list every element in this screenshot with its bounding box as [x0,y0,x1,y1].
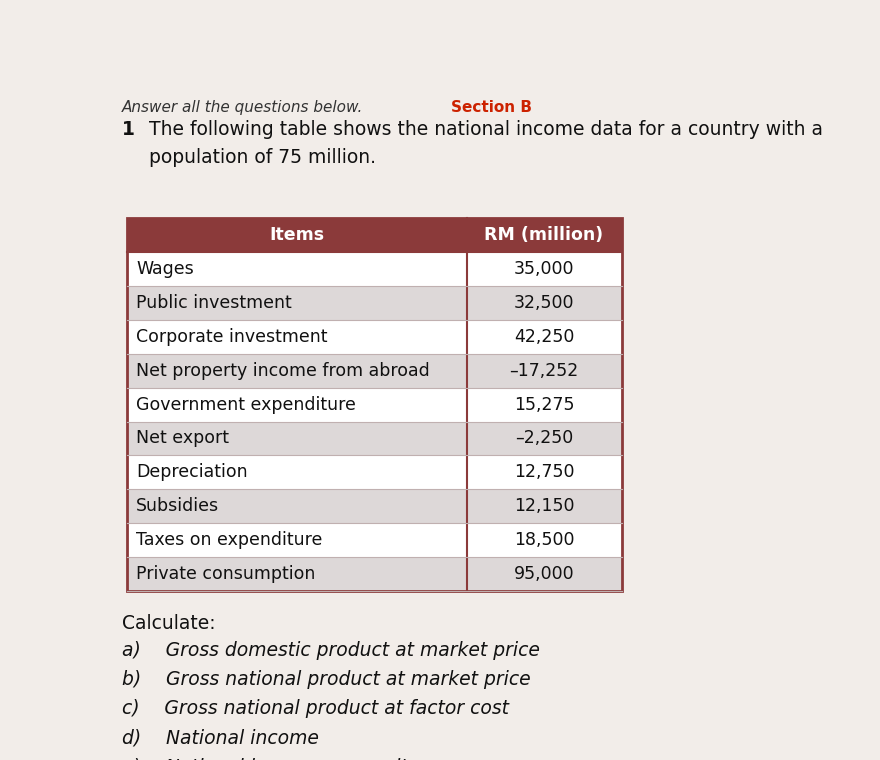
Bar [127,388,621,422]
Text: Wages: Wages [136,260,194,278]
Text: Depreciation: Depreciation [136,464,248,481]
Text: b)  Gross national product at market price: b) Gross national product at market pric… [121,670,531,689]
Bar [127,218,621,591]
Text: 12,150: 12,150 [514,497,575,515]
Text: d)  National income: d) National income [121,729,319,748]
Text: c)  Gross national product at factor cost: c) Gross national product at factor cost [121,699,509,718]
Text: Net export: Net export [136,429,230,448]
Text: RM (million): RM (million) [484,226,604,244]
Text: 42,250: 42,250 [514,328,574,346]
Text: Private consumption: Private consumption [136,565,316,583]
Text: a)  Gross domestic product at market price: a) Gross domestic product at market pric… [121,641,539,660]
Bar [127,320,621,353]
Text: 1: 1 [121,121,135,140]
Text: Calculate:: Calculate: [121,614,216,633]
Text: Public investment: Public investment [136,294,292,312]
Bar [127,218,621,252]
Text: Corporate investment: Corporate investment [136,328,328,346]
Text: 95,000: 95,000 [514,565,575,583]
Text: –17,252: –17,252 [510,362,579,380]
Text: Taxes on expenditure: Taxes on expenditure [136,531,323,549]
Text: 35,000: 35,000 [514,260,575,278]
Bar [127,353,621,388]
Bar [127,489,621,523]
Text: 15,275: 15,275 [514,396,575,413]
Text: Subsidies: Subsidies [136,497,219,515]
Text: e)  National income per capita: e) National income per capita [121,758,419,760]
Text: Answer all the questions below.: Answer all the questions below. [121,100,363,116]
Text: –2,250: –2,250 [515,429,573,448]
Bar [127,252,621,286]
Bar [127,557,621,591]
Text: 12,750: 12,750 [514,464,575,481]
Bar [127,455,621,489]
Text: 18,500: 18,500 [514,531,575,549]
Text: Net property income from abroad: Net property income from abroad [136,362,430,380]
Bar [127,286,621,320]
Bar [127,422,621,455]
Text: Section B: Section B [451,100,532,116]
Text: Items: Items [269,226,325,244]
Text: The following table shows the national income data for a country with a
populati: The following table shows the national i… [149,121,823,166]
Text: 32,500: 32,500 [514,294,575,312]
Bar [127,523,621,557]
Text: Government expenditure: Government expenditure [136,396,356,413]
